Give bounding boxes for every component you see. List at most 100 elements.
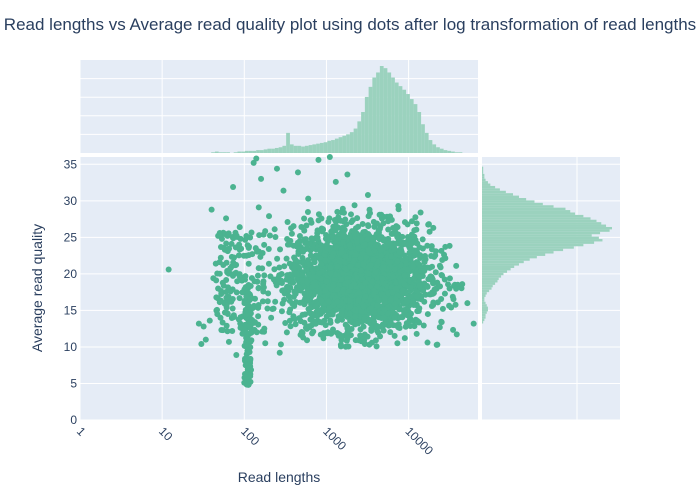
scatter-point [284,219,291,226]
right-histogram-bar [482,198,527,201]
top-histogram-bar [259,150,264,153]
scatter-point [237,324,244,331]
x-tick-label: 100 [238,424,262,448]
scatter-point [301,227,308,234]
right-histogram-bar [482,321,484,324]
scatter-point [228,298,235,305]
scatter-point [236,241,243,248]
scatter-point [327,319,334,326]
scatter-point [380,220,387,227]
scatter-point [388,253,395,260]
scatter-point [314,227,321,234]
right-histogram-bar [482,231,601,235]
scatter-point [291,254,298,261]
right-histogram-bar [482,289,490,293]
scatter-point [216,270,223,277]
y-axis-title: Average read quality [29,224,45,352]
scatter-point [387,322,394,329]
scatter-point [441,251,448,258]
scatter-point [293,299,300,306]
scatter-point [290,279,297,286]
scatter-point [198,341,205,348]
top-histogram-bar [218,152,223,153]
scatter-point [367,305,374,312]
scatter-point [315,211,322,218]
scatter-point [294,169,301,176]
scatter-point [387,329,394,336]
scatter-point [365,275,372,282]
scatter-point [288,225,295,232]
scatter-point [378,252,385,259]
scatter-point [347,211,354,218]
scatter-point [364,236,371,243]
scatter-point [405,236,412,243]
y-tick-label: 5 [70,376,77,390]
scatter-point [386,258,393,265]
scatter-point [220,261,227,268]
scatter-point [392,226,399,233]
scatter-point [404,266,411,273]
scatter-point [301,215,308,222]
scatter-point [254,272,261,279]
scatter-point [352,313,359,320]
top-histogram-bar [443,150,448,153]
scatter-point [231,313,238,320]
right-histogram-bar [482,299,485,302]
scatter-point [283,329,290,336]
right-histogram-bar [482,255,537,259]
scatter-point [229,305,236,312]
scatter-point [257,253,264,260]
scatter-point [296,238,303,245]
scatter-point [212,260,219,267]
scatter-point [407,241,414,248]
top-histogram-bar [372,77,377,153]
top-histogram-bar [286,132,290,153]
scatter-point [324,245,331,252]
right-histogram-bar [482,284,493,288]
scatter-point [276,264,283,271]
scatter-point [370,291,377,298]
scatter-point [388,230,395,237]
scatter-point [286,260,293,267]
right-histogram-bar [482,275,502,278]
scatter-point [295,251,302,258]
scatter-point [354,274,361,281]
scatter-point [432,252,439,259]
scatter-point [351,228,358,235]
scatter-point [413,293,420,300]
scatter-point [236,224,243,231]
right-histogram-bar [482,263,519,266]
scatter-point [387,296,394,303]
top-histogram-grid [79,60,478,153]
scatter-point [217,254,224,261]
scatter-point [243,311,250,318]
right-histogram-bar [482,241,595,244]
scatter-point [227,288,234,295]
scatter-point [266,232,273,239]
scatter-point [240,252,247,259]
y-tick-label: 25 [64,230,78,244]
top-histogram-bar [267,148,272,153]
scatter-point [318,297,325,304]
scatter-point [339,239,346,246]
scatter-point [296,233,303,240]
scatter-point [338,310,345,317]
scatter-point [322,257,329,264]
scatter-point [309,283,316,290]
top-histogram-bar [252,150,257,153]
scatter-point [310,318,317,325]
scatter-point [420,322,427,329]
scatter-point [330,238,337,245]
scatter-point [251,278,258,285]
right-histogram-bar [482,224,607,227]
scatter-point [223,289,230,296]
scatter-point [293,270,300,277]
right-histogram-bar [482,171,484,174]
scatter-point [304,279,311,286]
scatter-point [208,206,215,213]
scatter-point [335,235,342,242]
scatter-point [340,231,347,238]
scatter-point [394,340,401,347]
scatter-point [268,314,275,321]
top-histogram-bar [417,112,422,153]
